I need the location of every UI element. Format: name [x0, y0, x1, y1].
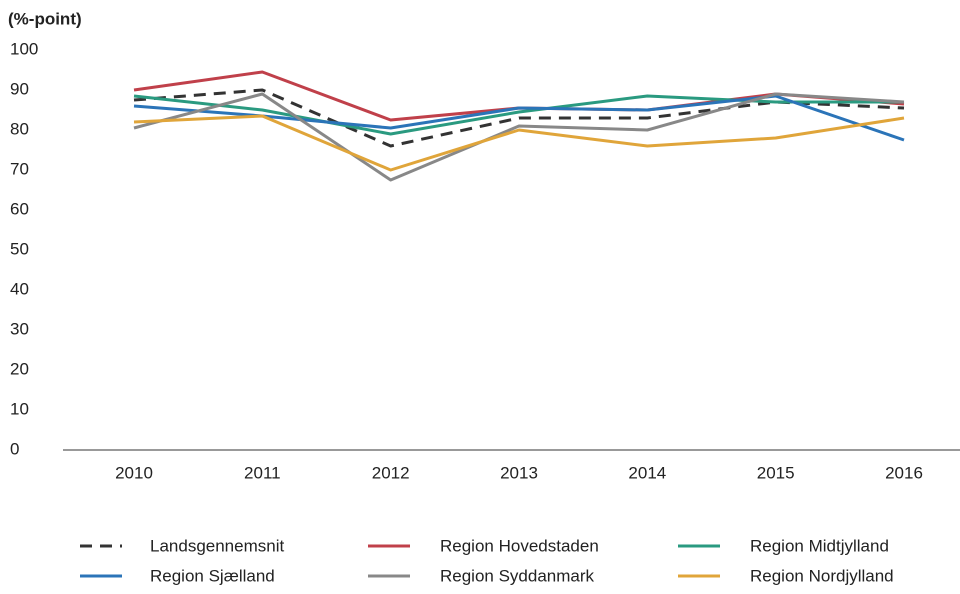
x-tick-label: 2013	[500, 463, 538, 482]
series-line	[133, 92, 905, 182]
y-tick-label: 60	[10, 199, 29, 218]
x-tick-label: 2016	[885, 463, 923, 482]
legend-label: Region Sjælland	[150, 566, 275, 585]
y-tick-label: 70	[10, 159, 29, 178]
x-tick-label: 2014	[628, 463, 666, 482]
legend-label: Landsgennemsnit	[150, 536, 284, 555]
y-tick-label: 80	[10, 119, 29, 138]
x-tick-label: 2012	[372, 463, 410, 482]
x-tick-label: 2011	[244, 463, 281, 482]
x-tick-label: 2010	[115, 463, 153, 482]
series-line	[133, 114, 905, 172]
y-tick-label: 20	[10, 359, 29, 378]
series-line	[133, 88, 905, 148]
legend-label: Region Midtjylland	[750, 536, 889, 555]
y-tick-label: 50	[10, 239, 29, 258]
legend-label: Region Syddanmark	[440, 566, 595, 585]
y-tick-label: 10	[10, 399, 29, 418]
y-tick-label: 0	[10, 439, 19, 458]
legend-label: Region Nordjylland	[750, 566, 894, 585]
y-tick-label: 100	[10, 39, 38, 58]
y-tick-label: 40	[10, 279, 29, 298]
y-axis-label: (%-point)	[8, 9, 82, 28]
legend-label: Region Hovedstaden	[440, 536, 599, 555]
y-tick-label: 90	[10, 79, 29, 98]
y-tick-label: 30	[10, 319, 29, 338]
series-line	[133, 94, 904, 136]
x-tick-label: 2015	[757, 463, 795, 482]
